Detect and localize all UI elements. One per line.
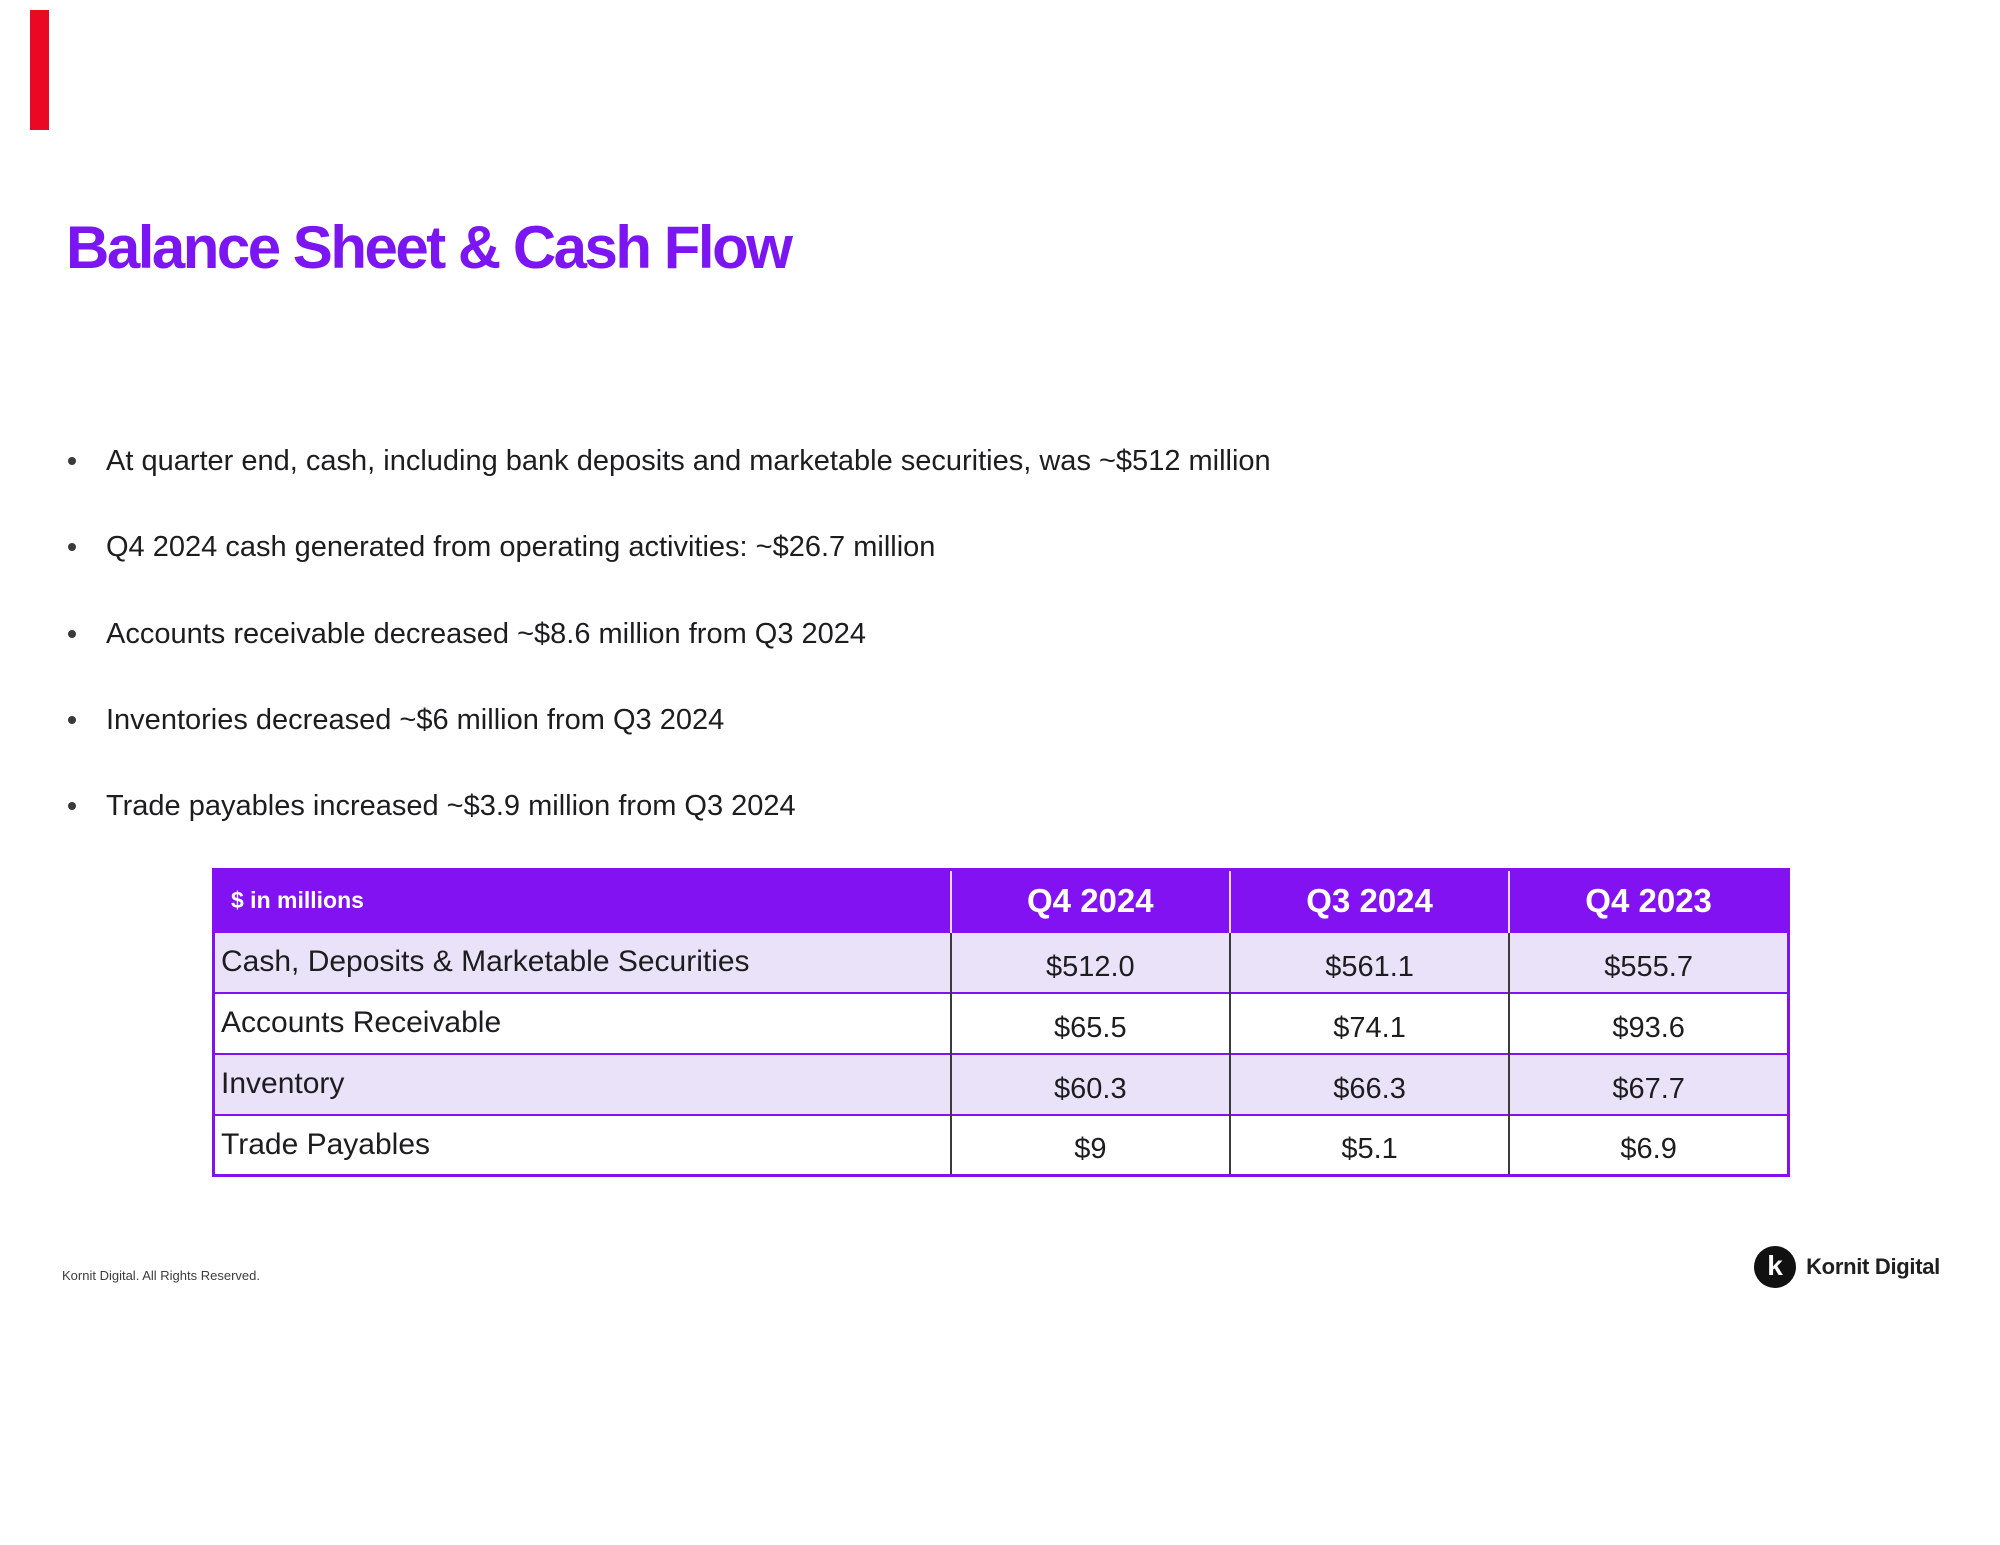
table-row: Inventory $60.3 $66.3 $67.7 bbox=[213, 1052, 1789, 1115]
value-cell: $5.1 bbox=[1228, 1113, 1510, 1176]
kornit-logo-icon: k bbox=[1754, 1246, 1797, 1288]
value-cell: $74.1 bbox=[1228, 991, 1510, 1054]
table-header-row: $ in millions Q4 2024 Q3 2024 Q4 2023 bbox=[213, 869, 1789, 932]
value-cell: $561.1 bbox=[1228, 930, 1510, 993]
bullet-text: Q4 2024 cash generated from operating ac… bbox=[106, 531, 936, 564]
bullet-text: Trade payables increased ~$3.9 million f… bbox=[106, 790, 796, 822]
kornit-logo-glyph: k bbox=[1767, 1249, 1783, 1281]
table-header-q4-2023: Q4 2023 bbox=[1508, 869, 1789, 932]
kornit-logo: k Kornit Digital bbox=[1754, 1246, 1940, 1288]
value-cell: $555.7 bbox=[1508, 930, 1789, 993]
value-cell: $66.3 bbox=[1228, 1052, 1510, 1115]
bullet-text: Accounts receivable decreased ~$8.6 mill… bbox=[106, 617, 867, 650]
red-accent-bar bbox=[30, 10, 49, 130]
value-cell: $67.7 bbox=[1508, 1052, 1789, 1115]
bullet-dot-icon bbox=[68, 802, 76, 810]
table-header-q4-2024: Q4 2024 bbox=[949, 869, 1230, 932]
value-cell: $9 bbox=[949, 1113, 1230, 1176]
page-title: Balance Sheet & Cash Flow bbox=[66, 214, 793, 281]
bullet-item: Inventories decreased ~$6 million from Q… bbox=[68, 702, 1768, 738]
bullet-dot-icon bbox=[68, 457, 76, 465]
bullet-dot-icon bbox=[68, 629, 76, 638]
table-row: Trade Payables $9 $5.1 $6.9 bbox=[213, 1113, 1789, 1176]
copyright-text: Kornit Digital. All Rights Reserved. bbox=[62, 1268, 260, 1283]
kornit-logo-text: Kornit Digital bbox=[1806, 1254, 1940, 1279]
bullet-dot-icon bbox=[68, 543, 76, 552]
value-cell: $6.9 bbox=[1508, 1113, 1789, 1176]
bullet-item: Accounts receivable decreased ~$8.6 mill… bbox=[68, 616, 1768, 652]
bullet-text: Inventories decreased ~$6 million from Q… bbox=[106, 703, 725, 736]
bullet-dot-icon bbox=[68, 715, 76, 724]
table-header-q3-2024: Q3 2024 bbox=[1228, 869, 1510, 932]
row-label-cell: Cash, Deposits & Marketable Securities bbox=[213, 930, 951, 993]
row-label-cell: Inventory bbox=[213, 1052, 951, 1115]
row-label-cell: Accounts Receivable bbox=[213, 991, 951, 1054]
bullet-list: At quarter end, cash, including bank dep… bbox=[68, 443, 1768, 874]
bullet-item: At quarter end, cash, including bank dep… bbox=[68, 443, 1768, 479]
bullet-item: Trade payables increased ~$3.9 million f… bbox=[68, 788, 1768, 824]
financial-table: $ in millions Q4 2024 Q3 2024 Q4 2023 Ca… bbox=[212, 868, 1790, 1177]
table-header-units: $ in millions bbox=[213, 869, 951, 932]
value-cell: $512.0 bbox=[949, 930, 1230, 993]
bullet-item: Q4 2024 cash generated from operating ac… bbox=[68, 529, 1768, 565]
table-row: Cash, Deposits & Marketable Securities $… bbox=[213, 930, 1789, 993]
value-cell: $93.6 bbox=[1508, 991, 1789, 1054]
value-cell: $60.3 bbox=[949, 1052, 1230, 1115]
bullet-text: At quarter end, cash, including bank dep… bbox=[106, 445, 1271, 477]
value-cell: $65.5 bbox=[949, 991, 1230, 1054]
table-row: Accounts Receivable $65.5 $74.1 $93.6 bbox=[213, 991, 1789, 1054]
row-label-cell: Trade Payables bbox=[213, 1113, 951, 1176]
